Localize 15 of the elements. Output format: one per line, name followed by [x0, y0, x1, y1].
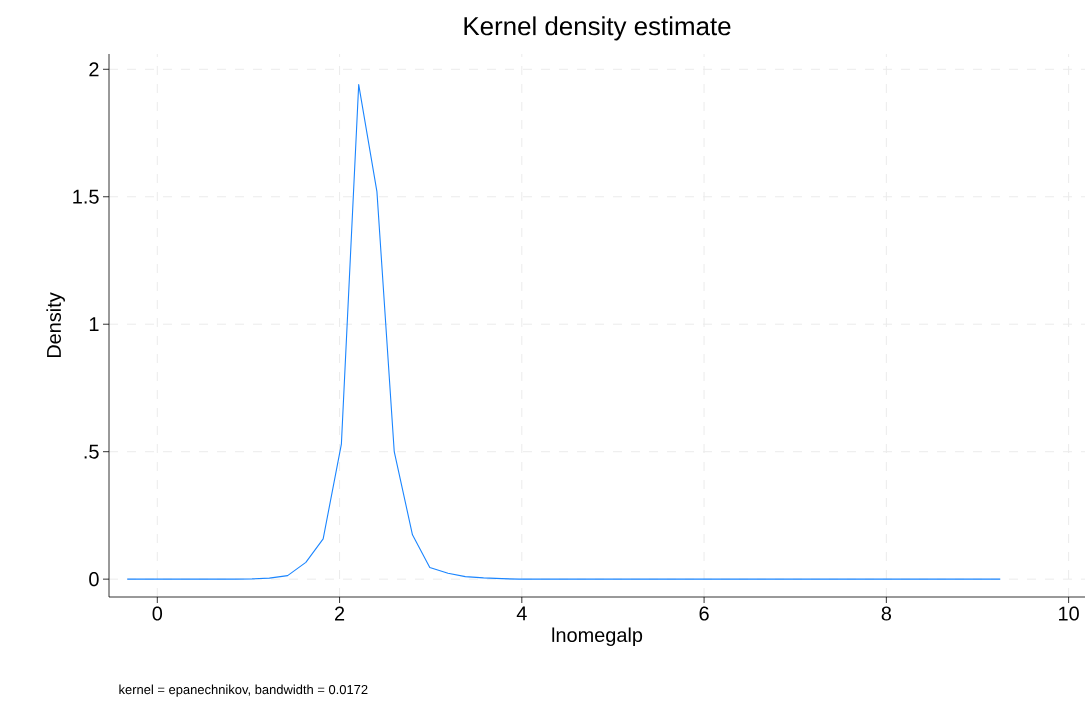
text: kernel = epanechnikov, bandwidth = 0.0172 — [119, 684, 368, 697]
y-tick-label: 1.5 — [73, 189, 99, 204]
x-tick-label: 0 — [152, 606, 163, 621]
y-tick-label: 1 — [89, 317, 99, 332]
x-tick-label: 6 — [699, 606, 709, 621]
y-tick-label: 2 — [89, 62, 99, 77]
x-tick-label: 4 — [516, 606, 527, 621]
x-tick-label: 8 — [881, 606, 892, 621]
y-tick-label: .5 — [84, 444, 99, 459]
y-axis-title: Density — [46, 292, 65, 358]
y-tick-label: 0 — [89, 572, 99, 587]
chart-title: Kernel density estimate — [464, 16, 731, 41]
x-axis-title: lnomegalp — [552, 627, 643, 647]
x-tick-label: 2 — [335, 606, 345, 621]
x-tick-label: 10 — [1059, 606, 1079, 621]
